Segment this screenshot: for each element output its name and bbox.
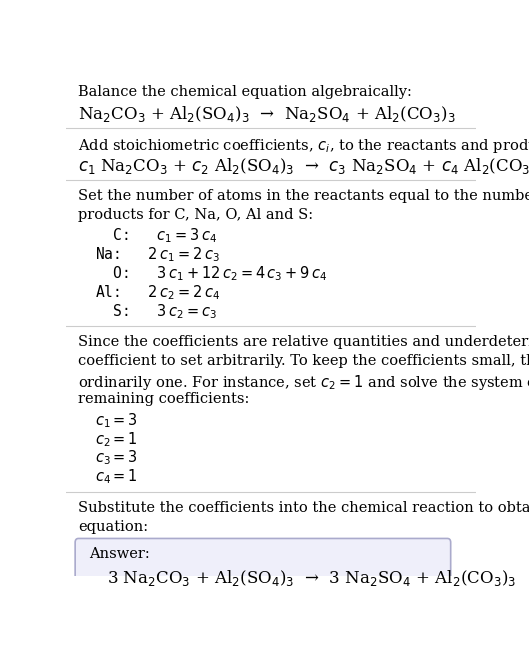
Text: $c_1 = 3$: $c_1 = 3$ [95,411,138,430]
Text: Na:   $2\,c_1 = 2\,c_3$: Na: $2\,c_1 = 2\,c_3$ [95,245,220,264]
Text: products for C, Na, O, Al and S:: products for C, Na, O, Al and S: [78,208,314,222]
Text: Set the number of atoms in the reactants equal to the number of atoms in the: Set the number of atoms in the reactants… [78,189,529,203]
Text: $c_3 = 3$: $c_3 = 3$ [95,449,138,468]
Text: ordinarily one. For instance, set $c_2 = 1$ and solve the system of equations fo: ordinarily one. For instance, set $c_2 =… [78,373,529,392]
Text: O:   $3\,c_1 + 12\,c_2 = 4\,c_3 + 9\,c_4$: O: $3\,c_1 + 12\,c_2 = 4\,c_3 + 9\,c_4$ [95,265,327,283]
Text: Balance the chemical equation algebraically:: Balance the chemical equation algebraica… [78,85,412,99]
Text: Answer:: Answer: [89,547,149,562]
Text: $c_4 = 1$: $c_4 = 1$ [95,468,138,487]
Text: remaining coefficients:: remaining coefficients: [78,392,250,406]
Text: Since the coefficients are relative quantities and underdetermined, choose a: Since the coefficients are relative quan… [78,335,529,349]
Text: Substitute the coefficients into the chemical reaction to obtain the balanced: Substitute the coefficients into the che… [78,501,529,514]
Text: Na$_2$CO$_3$ + Al$_2$(SO$_4$)$_3$  →  Na$_2$SO$_4$ + Al$_2$(CO$_3$)$_3$: Na$_2$CO$_3$ + Al$_2$(SO$_4$)$_3$ → Na$_… [78,104,456,124]
Text: coefficient to set arbitrarily. To keep the coefficients small, the arbitrary va: coefficient to set arbitrarily. To keep … [78,354,529,368]
Text: 3 Na$_2$CO$_3$ + Al$_2$(SO$_4$)$_3$  →  3 Na$_2$SO$_4$ + Al$_2$(CO$_3$)$_3$: 3 Na$_2$CO$_3$ + Al$_2$(SO$_4$)$_3$ → 3 … [107,568,516,588]
Text: $c_1$ Na$_2$CO$_3$ + $c_2$ Al$_2$(SO$_4$)$_3$  →  $c_3$ Na$_2$SO$_4$ + $c_4$ Al$: $c_1$ Na$_2$CO$_3$ + $c_2$ Al$_2$(SO$_4$… [78,156,529,176]
Text: $c_2 = 1$: $c_2 = 1$ [95,430,138,448]
Text: Add stoichiometric coefficients, $c_i$, to the reactants and products:: Add stoichiometric coefficients, $c_i$, … [78,137,529,155]
Text: S:   $3\,c_2 = c_3$: S: $3\,c_2 = c_3$ [95,302,217,321]
Text: C:   $c_1 = 3\,c_4$: C: $c_1 = 3\,c_4$ [95,226,217,245]
FancyBboxPatch shape [75,538,451,606]
Text: equation:: equation: [78,520,149,534]
Text: Al:   $2\,c_2 = 2\,c_4$: Al: $2\,c_2 = 2\,c_4$ [95,283,220,302]
